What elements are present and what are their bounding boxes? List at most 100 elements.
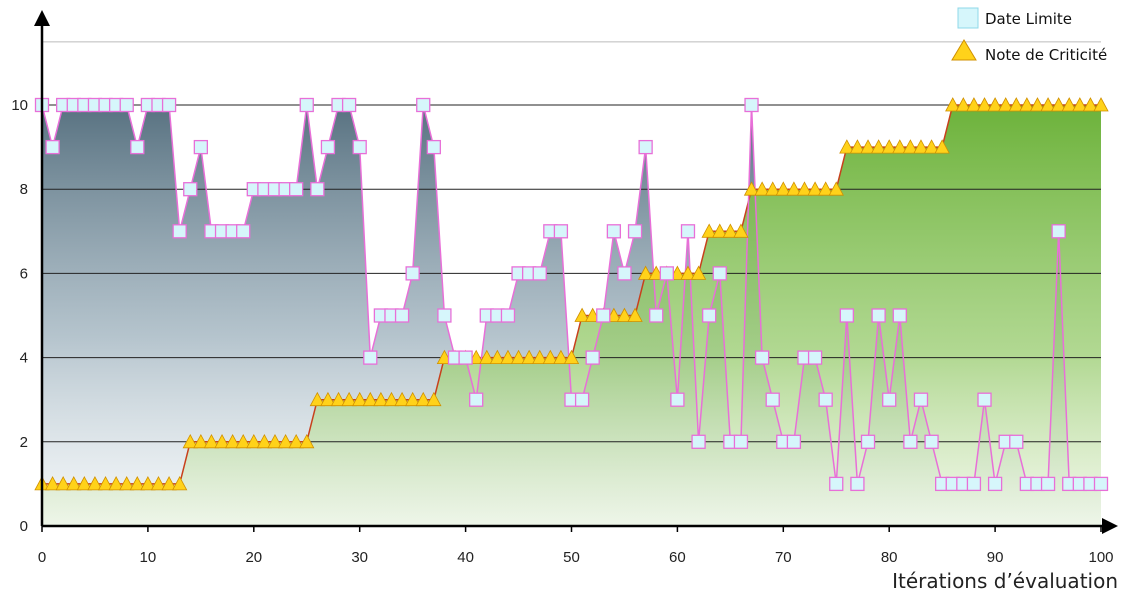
criticite-point [235,433,251,449]
criticite-point [627,307,643,322]
criticite-point [161,476,177,491]
criticite-point [267,433,283,449]
date-limite-point [161,97,177,113]
criticite-point [934,139,950,154]
date-limite-point [574,392,590,407]
criticite-point [510,349,527,365]
criticite-point [881,139,897,154]
criticite-area-fill [42,105,1101,526]
date-limite-point [1093,476,1109,492]
criticite-point [1082,97,1099,112]
date-limite-point [426,139,441,155]
date-limite-point [1009,434,1024,449]
criticite-point [976,97,993,112]
date-limite-point [903,434,918,449]
criticite-point [404,391,421,407]
date-limite-point [617,266,632,281]
criticite-point [796,181,813,196]
criticite-point [849,139,866,154]
x-tick-label: 40 [457,549,474,566]
axes [34,10,1118,534]
criticite-point [1061,97,1077,112]
date-limite-point [850,476,865,492]
criticite-point [66,476,82,491]
date-limite-point [829,476,844,492]
criticite-point [998,97,1014,112]
criticite-point [500,349,516,365]
date-limite-point [712,266,727,281]
criticite-point [913,139,929,154]
criticite-point [807,181,823,196]
criticite-point [923,139,940,154]
criticite-point [44,476,61,491]
criticite-point [680,265,696,280]
criticite-point [1040,97,1056,112]
date-limite-area-fill [42,105,1101,526]
criticite-point [299,433,315,449]
criticite-point [383,391,400,407]
date-limite-point [289,182,304,197]
criticite-point [373,391,389,407]
date-limite-point [405,266,420,281]
criticite-point [817,181,834,196]
date-limite-point [839,308,854,323]
criticite-point [415,391,431,407]
date-limite-point [299,97,314,113]
date-limite-point [977,392,992,407]
date-limite-point [585,350,600,365]
criticite-point [182,433,198,449]
date-limite-point [500,308,516,323]
criticite-point [521,349,537,365]
criticite-point [1019,97,1035,112]
criticite-point [945,97,961,112]
criticite-point [765,181,781,196]
date-limite-point [924,434,939,449]
date-limite-point [458,350,473,365]
date-limite-area [42,105,1101,526]
criticite-point [277,433,294,449]
criticite-point [150,476,167,491]
criticite-point [839,139,855,154]
tick-labels: 0 10 20 30 40 50 60 70 80 90 100 0 2 4 6 8 10 [11,97,1113,566]
criticite-point [55,476,71,491]
date-limite-point [172,224,187,239]
criticite-area [42,105,1101,526]
criticite-point [701,223,717,238]
date-limite-point [119,97,134,113]
date-limite-point [892,308,907,323]
criticite-point [214,433,230,449]
criticite-point [828,181,844,196]
x-axis-label: Itérations d’évaluation [892,569,1118,593]
criticite-point [352,391,368,407]
x-tick-label: 90 [987,549,1004,566]
date-limite-point [310,182,325,197]
criticite-point [860,139,876,154]
date-limite-point [236,224,251,239]
y-tick-label: 2 [20,434,28,451]
x-axis-arrow-icon [1102,518,1118,534]
date-limite-point [394,308,410,323]
date-limite-point [45,139,60,155]
criticite-point [256,433,273,449]
criticite-point [479,349,495,365]
criticite-point [743,181,760,196]
date-limite-point [638,139,653,155]
date-limite-point [966,476,982,492]
criticite-point [574,307,590,322]
criticite-point [870,139,887,154]
date-limite-point [649,308,664,323]
criticite-point [140,476,156,491]
date-limite-point [596,308,611,323]
date-limite-point [680,224,696,239]
date-limite-point [882,392,897,407]
criticite-point [246,433,262,449]
criticite-point [966,97,982,112]
legend-label-date-limite: Date Limite [985,10,1072,28]
date-limite-point [130,139,145,155]
date-limite-point [1040,476,1056,492]
y-tick-label: 0 [20,518,28,535]
x-tick-label: 10 [140,549,157,566]
criticite-point [616,307,633,322]
date-limite-point [532,266,547,281]
